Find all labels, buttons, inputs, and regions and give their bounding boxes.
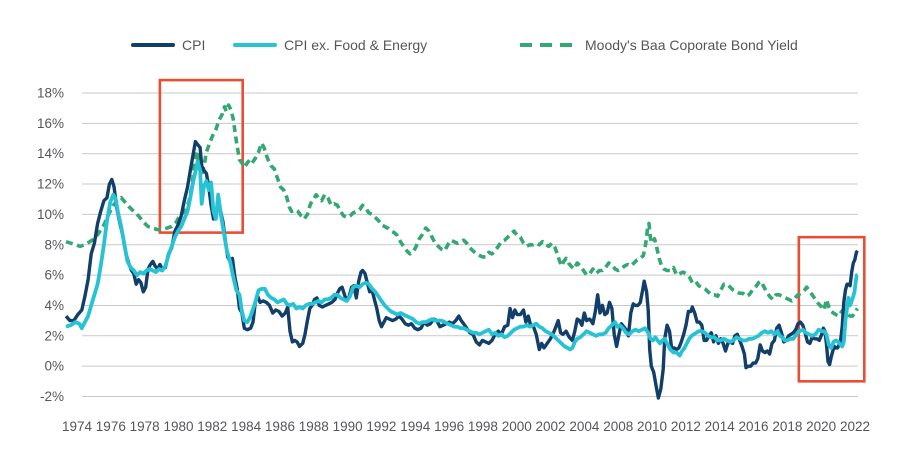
- x-axis-tick-label: 1984: [231, 419, 262, 434]
- legend-item-cpi: CPI: [131, 36, 205, 54]
- x-axis-tick-label: 2002: [536, 419, 566, 434]
- x-axis-tick-label: 2020: [806, 419, 836, 434]
- y-axis-tick-label: 0%: [44, 359, 64, 374]
- y-axis-tick-label: 12%: [37, 177, 64, 192]
- y-axis-tick-label: 4%: [44, 298, 64, 313]
- x-axis-tick-label: 1980: [163, 419, 193, 434]
- x-axis-tick-label: 1976: [96, 419, 126, 434]
- x-axis-tick-label: 2016: [738, 419, 768, 434]
- x-axis-tick-label: 1986: [265, 419, 295, 434]
- x-axis-tick-label: 2012: [671, 419, 701, 434]
- y-axis-tick-label: 14%: [37, 146, 64, 161]
- y-axis-tick-label: 6%: [44, 268, 64, 283]
- y-axis-tick-label: 18%: [37, 86, 64, 101]
- y-axis-tick-label: 8%: [44, 237, 64, 252]
- series-line-core-cpi: [65, 159, 859, 358]
- cpi-line-swatch: [131, 43, 175, 47]
- x-axis-tick-label: 2004: [569, 419, 600, 434]
- legend-item-core-cpi: CPI ex. Food & Energy: [233, 36, 427, 54]
- legend-label-cpi: CPI: [182, 37, 206, 53]
- highlight-box-early-1980s: [158, 78, 245, 234]
- x-axis-tick-label: 1998: [468, 419, 498, 434]
- x-axis-tick-label: 1988: [299, 419, 329, 434]
- y-axis-tick-label: 16%: [37, 116, 64, 131]
- x-axis-tick-label: 2010: [637, 419, 667, 434]
- x-axis-tick-label: 2018: [772, 419, 802, 434]
- highlight-box-2020s: [797, 235, 866, 383]
- y-axis-tick-label: 10%: [37, 207, 64, 222]
- x-axis-tick-label: 1978: [130, 419, 160, 434]
- x-axis-tick-label: 1982: [197, 419, 227, 434]
- legend-label-baa-yield: Moody's Baa Coporate Bond Yield: [585, 37, 798, 53]
- x-axis-tick-label: 2000: [502, 419, 532, 434]
- x-axis-tick-label: 1974: [62, 419, 93, 434]
- legend-label-core-cpi: CPI ex. Food & Energy: [284, 37, 428, 53]
- core-cpi-line-swatch: [233, 43, 277, 47]
- y-axis-tick-label: -2%: [40, 389, 64, 404]
- y-axis-tick-label: 2%: [44, 328, 64, 343]
- series-line-cpi: [64, 139, 859, 400]
- legend-item-baa-yield: Moody's Baa Coporate Bond Yield: [520, 36, 798, 54]
- x-axis-tick-label: 1996: [434, 419, 464, 434]
- x-axis-tick-label: 1994: [400, 419, 431, 434]
- x-axis-tick-label: 1990: [333, 419, 363, 434]
- x-axis-tick-label: 2014: [705, 419, 736, 434]
- x-axis-tick-label: 2008: [603, 419, 633, 434]
- baa-yield-dashed-swatch: [520, 43, 578, 47]
- x-axis-tick-label: 2022: [840, 419, 870, 434]
- series-line-baa-yield: [65, 103, 859, 318]
- x-axis-tick-label: 1992: [366, 419, 396, 434]
